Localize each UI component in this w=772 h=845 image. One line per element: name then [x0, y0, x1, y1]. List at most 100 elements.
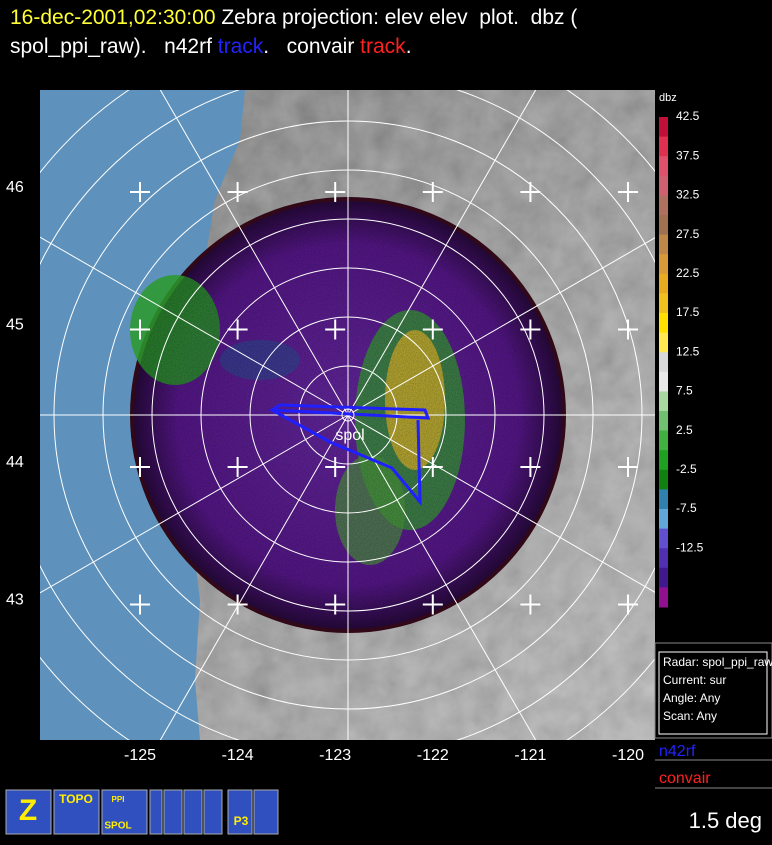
lat-label: 43	[6, 592, 24, 609]
station-label: spol	[335, 427, 364, 444]
grid-plus	[130, 457, 150, 477]
lat-label: 45	[6, 317, 24, 334]
grid-plus	[227, 594, 248, 615]
grid-plus	[325, 594, 346, 615]
title-segment: .	[406, 35, 412, 58]
toolbar-icon	[5, 789, 52, 835]
radial	[347, 90, 537, 416]
grid-plus	[618, 594, 638, 615]
info-line: Angle: Any	[663, 691, 720, 705]
icon-label: P3	[234, 814, 249, 828]
grid-plus	[520, 182, 541, 202]
title-segment: Zebra projection: elev elev plot. dbz (	[216, 6, 578, 29]
icon-label: Z	[19, 794, 37, 827]
colorbar-swatch	[659, 489, 668, 510]
colorbar-swatch	[659, 195, 668, 216]
title-segment: track	[360, 35, 406, 58]
colorbar-label: 12.5	[676, 344, 700, 358]
radial	[159, 90, 349, 416]
toolbar-icon	[253, 789, 279, 835]
info-line: Scan: Any	[663, 709, 717, 723]
toolbar-icon	[203, 789, 223, 835]
colorbar-swatch	[659, 430, 668, 451]
colorbar-swatch	[659, 548, 668, 569]
colorbar-swatch	[659, 215, 668, 236]
lon-label: -125	[124, 747, 156, 764]
colorbar-swatch	[659, 234, 668, 255]
colorbar-swatch	[659, 313, 668, 334]
toolbar-icon	[101, 789, 148, 835]
toolbar-icon	[227, 789, 253, 835]
grid-plus	[520, 594, 541, 615]
lon-label: -122	[417, 747, 449, 764]
grid-plus	[130, 594, 150, 615]
colorbar-swatch	[659, 469, 668, 490]
colorbar-swatch	[659, 175, 668, 196]
toolbar-icon	[149, 789, 163, 835]
radial	[40, 414, 349, 594]
colorbar-label: 27.5	[676, 227, 700, 241]
grid-plus	[325, 319, 346, 340]
colorbar-label: 42.5	[676, 109, 700, 123]
colorbar-swatch	[659, 509, 668, 530]
grid-plus	[422, 594, 443, 615]
colorbar-swatch	[659, 528, 668, 549]
grid-plus	[422, 182, 443, 202]
grid-plus	[227, 457, 248, 477]
colorbar-label: 17.5	[676, 305, 700, 319]
colorbar-title: dbz	[659, 92, 677, 104]
legend-entry: convair	[659, 770, 711, 787]
info-frame	[654, 642, 772, 739]
grid-plus	[227, 182, 248, 202]
colorbar-label: 2.5	[676, 423, 693, 437]
colorbar-swatch	[659, 411, 668, 432]
grid-plus	[325, 457, 346, 477]
colorbar-swatch	[659, 352, 668, 373]
toolbar-icon	[183, 789, 203, 835]
grid-plus	[130, 182, 150, 202]
grid-plus	[422, 319, 443, 340]
status: 1.5 deg	[689, 808, 762, 833]
title-line: 16-dec-2001,02:30:00 Zebra projection: e…	[10, 6, 577, 29]
lon-label: -123	[319, 747, 351, 764]
colorbar-swatch	[659, 117, 668, 138]
info-line: Radar: spol_ppi_raw	[663, 655, 772, 669]
grid-plus	[618, 319, 638, 340]
grid-plus	[325, 182, 346, 202]
icon-label: TOPO	[59, 792, 93, 806]
grid-plus	[520, 319, 541, 340]
title-segment: track	[218, 35, 264, 58]
radial	[40, 236, 349, 416]
lon-label: -121	[514, 747, 546, 764]
colorbar-swatch	[659, 450, 668, 471]
grid-plus	[130, 319, 150, 340]
info-box	[658, 651, 768, 735]
map: spol	[40, 90, 655, 740]
colorbar-label: -12.5	[676, 540, 704, 554]
title-segment: . convair	[263, 35, 360, 58]
colorbar-swatch	[659, 273, 668, 294]
grid-plus	[422, 457, 443, 477]
title-line: spol_ppi_raw). n42rf track. convair trac…	[10, 35, 412, 58]
lon-label: -124	[222, 747, 254, 764]
colorbar-swatch	[659, 156, 668, 177]
info-line: Current: sur	[663, 673, 726, 687]
grid-plus	[227, 319, 248, 340]
title-segment: spol_ppi_raw). n42rf	[10, 35, 218, 58]
colorbar-label: -2.5	[676, 462, 697, 476]
colorbar-swatch	[659, 587, 668, 608]
colorbar-label: 22.5	[676, 266, 700, 280]
colorbar-swatch	[659, 293, 668, 314]
colorbar-label: 7.5	[676, 384, 693, 398]
radial	[159, 414, 349, 740]
colorbar-swatch	[659, 391, 668, 412]
colorbar-swatch	[659, 567, 668, 588]
icon-label: PPI	[112, 795, 125, 804]
radial	[347, 414, 655, 593]
toolbar-icon	[53, 789, 100, 835]
colorbar-swatch	[659, 254, 668, 275]
colorbar-label: 32.5	[676, 188, 700, 202]
colorbar-label: 37.5	[676, 148, 700, 162]
icon-label: SPOL	[104, 821, 131, 832]
